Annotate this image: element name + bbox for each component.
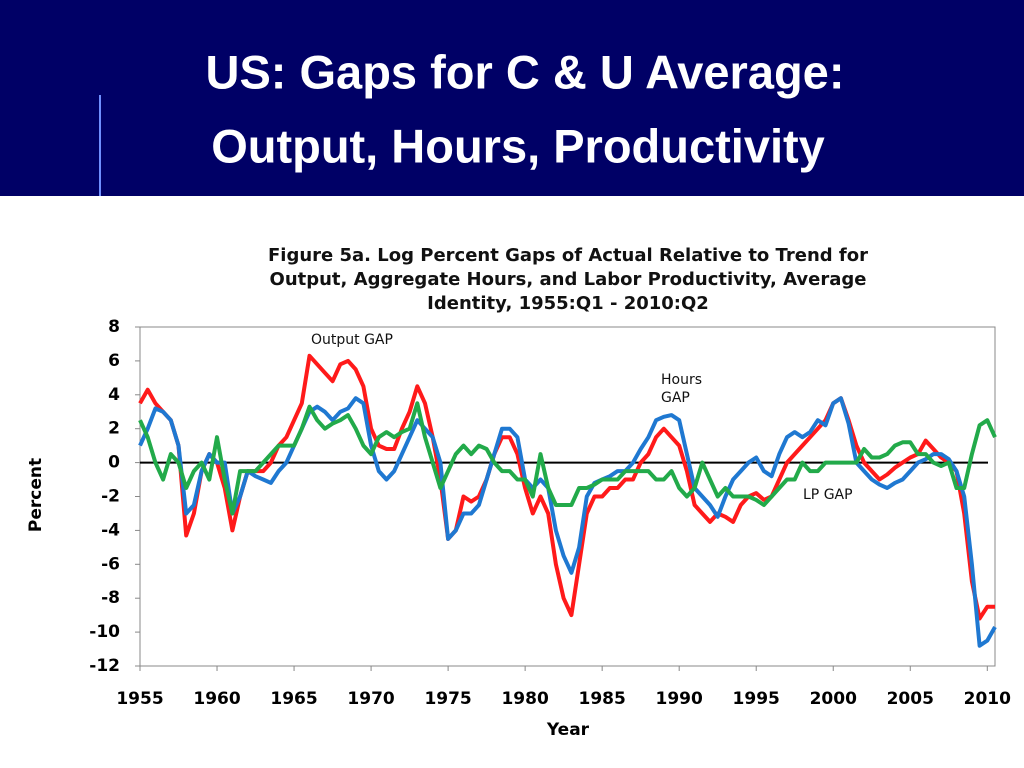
y-tick-label: 8 <box>108 317 120 337</box>
x-tick-label: 1985 <box>578 689 625 709</box>
chart-title: Output, Aggregate Hours, and Labor Produ… <box>270 269 867 290</box>
x-tick-label: 2000 <box>810 689 857 709</box>
chart-title: Figure 5a. Log Percent Gaps of Actual Re… <box>268 245 868 266</box>
x-tick-label: 2005 <box>887 689 934 709</box>
y-tick-label: -2 <box>101 487 120 507</box>
x-tick-label: 1970 <box>347 689 394 709</box>
x-tick-label: 1980 <box>501 689 548 709</box>
y-tick-label: -4 <box>101 520 120 540</box>
y-tick-label: -12 <box>89 656 120 676</box>
y-tick-label: 6 <box>108 351 120 371</box>
title-band <box>0 0 1024 196</box>
x-tick-label: 1965 <box>270 689 317 709</box>
series-line <box>138 396 997 648</box>
x-tick-label: 1955 <box>116 689 163 709</box>
series-line <box>138 353 995 621</box>
plot-frame <box>139 326 996 667</box>
x-tick-label: 1995 <box>733 689 780 709</box>
x-axis-title: Year <box>546 720 590 740</box>
slide-title: Output, Hours, Productivity <box>211 119 825 172</box>
annotation: GAP <box>661 390 690 406</box>
y-tick-label: -8 <box>101 588 120 608</box>
annotation: Hours <box>661 372 702 388</box>
x-tick-label: 1990 <box>656 689 703 709</box>
annotation: Output GAP <box>311 332 393 348</box>
annotation: LP GAP <box>803 487 853 503</box>
y-tick-label: 2 <box>108 419 120 439</box>
y-tick-label: 0 <box>108 453 120 473</box>
slide-title: US: Gaps for C & U Average: <box>206 45 845 98</box>
y-tick-label: 4 <box>108 385 120 405</box>
y-axis-title: Percent <box>26 458 46 532</box>
x-tick-label: 2010 <box>964 689 1011 709</box>
x-tick-label: 1975 <box>424 689 471 709</box>
y-tick-label: -6 <box>101 554 120 574</box>
chart-title: Identity, 1955:Q1 - 2010:Q2 <box>427 293 709 314</box>
series-line <box>138 401 997 516</box>
y-tick-label: -10 <box>89 622 120 642</box>
x-tick-label: 1960 <box>193 689 240 709</box>
